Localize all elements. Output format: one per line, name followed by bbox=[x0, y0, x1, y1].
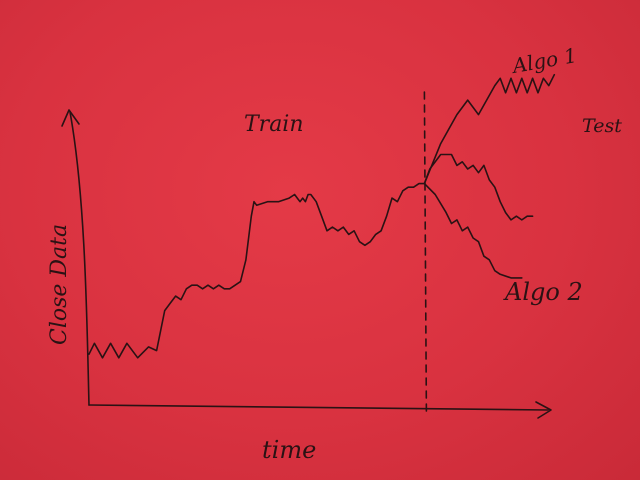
x-axis bbox=[88, 404, 549, 411]
y-axis-arrowhead bbox=[61, 109, 80, 127]
series-line-algo-1 bbox=[423, 73, 556, 185]
series-label-algo-1: Algo 1 bbox=[509, 43, 579, 78]
series-label-algo-2: Algo 2 bbox=[503, 278, 583, 306]
series-line-test bbox=[423, 153, 534, 221]
x-axis-arrowhead bbox=[535, 401, 552, 419]
train-test-divider bbox=[423, 91, 428, 414]
axis-label-y: Close Data bbox=[47, 224, 72, 345]
region-label-train: Train bbox=[244, 112, 304, 137]
series-layer bbox=[88, 73, 556, 359]
axis-label-x: time bbox=[262, 436, 316, 464]
y-axis bbox=[69, 111, 90, 406]
series-line-algo-2 bbox=[423, 182, 523, 279]
region-label-test: Test bbox=[582, 115, 622, 137]
series-line-train bbox=[88, 182, 426, 359]
